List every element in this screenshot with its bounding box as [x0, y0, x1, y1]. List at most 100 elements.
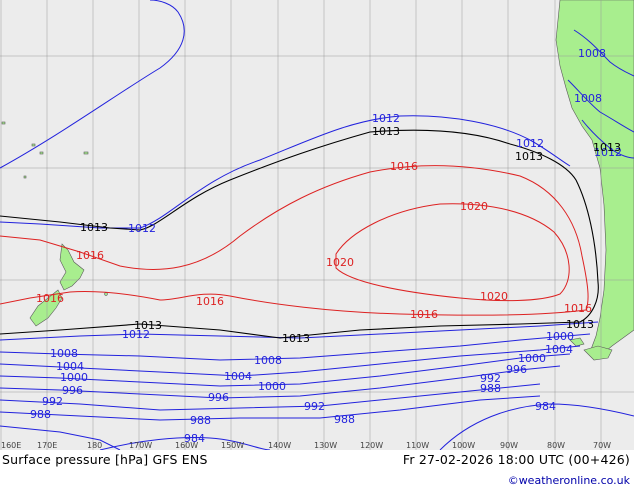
graticule: [0, 0, 634, 450]
lon-label: 70W: [593, 441, 611, 450]
lon-label: 170E: [37, 441, 57, 450]
isobar-1008-andes-2: [567, 79, 634, 133]
isobar-988: [0, 395, 541, 421]
isobars-mid: [0, 129, 599, 339]
valid-time: Fr 27-02-2026 18:00 UTC (00+426): [402, 452, 630, 467]
isobar-label-1016: 1016: [410, 308, 438, 321]
isobar-label-1008: 1008: [254, 354, 282, 367]
island-cluster-4: [23, 175, 27, 179]
lon-label: 170W: [129, 441, 152, 450]
isobar-label-1013: 1013: [134, 319, 162, 332]
island-cluster-5: [1, 121, 6, 125]
isobar-label-1016: 1016: [390, 160, 418, 173]
isobar-1000: [0, 353, 571, 387]
isobar-label-1016: 1016: [196, 295, 224, 308]
new-zealand-south-island: [29, 289, 63, 327]
ocean-background: [0, 0, 634, 450]
credit-link[interactable]: ©weatheronline.co.uk: [507, 474, 630, 487]
isobar-label-1012: 1012: [594, 146, 622, 159]
isobar-1012-andes: [581, 119, 634, 159]
lon-label: 160W: [175, 441, 198, 450]
isobar-label-988: 988: [334, 413, 355, 426]
isobar-label-996: 996: [208, 391, 229, 404]
lon-label: 150W: [221, 441, 244, 450]
isobar-label-1008: 1008: [50, 347, 78, 360]
isobar-label-984: 984: [184, 432, 205, 445]
isobar-1020: [335, 203, 570, 302]
isobar-1012-south: [0, 321, 599, 341]
isobar-label-1012: 1012: [372, 112, 400, 125]
tierra-del-fuego: [569, 337, 613, 361]
lon-label: 180: [87, 441, 102, 450]
isobar-label-1013: 1013: [80, 221, 108, 234]
south-america-land: [555, 0, 634, 357]
isobar-label-1013: 1013: [566, 318, 594, 331]
pressure-map: 160E 170E 180 170W 160W 150W 140W 130W 1…: [0, 0, 634, 450]
isobar-label-1012: 1012: [128, 222, 156, 235]
isobar-1013-north: [0, 129, 599, 323]
isobar-label-1013: 1013: [593, 141, 621, 154]
isobar-992: [0, 383, 541, 411]
isobar-1012-north: [139, 115, 571, 229]
lon-label: 100W: [452, 441, 475, 450]
isobar-label-1013: 1013: [515, 150, 543, 163]
isobar-label-992: 992: [42, 395, 63, 408]
isobar-1004: [0, 345, 581, 377]
isobar-1012-upper: [0, 0, 185, 169]
isobar-label-996: 996: [62, 384, 83, 397]
isobar-label-1016: 1016: [564, 302, 592, 315]
isobar-label-1008: 1008: [578, 47, 606, 60]
isobar-984: [99, 437, 271, 450]
isobar-label-1012: 1012: [516, 137, 544, 150]
isobar-996: [0, 365, 561, 399]
new-zealand-north-island: [59, 243, 85, 291]
lon-label: 110W: [406, 441, 429, 450]
isobar-label-1008: 1008: [574, 92, 602, 105]
isobar-label-1004: 1004: [545, 343, 573, 356]
isobar-label-1012: 1012: [122, 328, 150, 341]
land-masses: [1, 0, 634, 357]
lon-label: 140W: [268, 441, 291, 450]
isobar-1016: [0, 165, 589, 316]
isobar-label-988: 988: [30, 408, 51, 421]
lon-label: 160E: [1, 441, 21, 450]
isobar-label-992: 992: [480, 372, 501, 385]
isobar-label-1013: 1013: [372, 125, 400, 138]
isobar-984-east: [439, 403, 634, 450]
isobar-label-1020: 1020: [480, 290, 508, 303]
isobar-label-988: 988: [190, 414, 211, 427]
longitude-labels: 160E 170E 180 170W 160W 150W 140W 130W 1…: [1, 441, 611, 450]
isobar-1012-west: [0, 221, 140, 229]
isobar-label-1000: 1000: [518, 352, 546, 365]
isobar-label-984: 984: [535, 400, 556, 413]
chatham-islands: [104, 292, 108, 296]
isobar-labels: 1012 1012 1012 1012 1012 1013 1013 1013 …: [30, 47, 622, 445]
isobars-high: [0, 165, 589, 316]
isobar-1008-south: [0, 333, 591, 361]
isobar-label-992: 992: [304, 400, 325, 413]
lon-label: 80W: [547, 441, 565, 450]
isobar-988-east: [0, 425, 121, 450]
isobar-1013-south: [0, 321, 581, 339]
isobar-label-1000: 1000: [546, 330, 574, 343]
isobar-label-1016: 1016: [36, 292, 64, 305]
isobar-1008-andes-1: [573, 29, 634, 77]
island-cluster-1: [31, 143, 36, 147]
map-title: Surface pressure [hPa] GFS ENS: [2, 452, 208, 467]
isobar-label-1004: 1004: [224, 370, 252, 383]
isobars-low: [0, 0, 634, 450]
island-cluster-3: [83, 151, 89, 155]
isobar-label-1004: 1004: [56, 360, 84, 373]
lon-label: 120W: [360, 441, 383, 450]
isobar-label-1000: 1000: [60, 371, 88, 384]
island-cluster-2: [39, 151, 44, 155]
lon-label: 90W: [500, 441, 518, 450]
isobar-label-1016: 1016: [76, 249, 104, 262]
isobar-label-996: 996: [506, 363, 527, 376]
lon-label: 130W: [314, 441, 337, 450]
isobar-label-988: 988: [480, 382, 501, 395]
isobar-label-1013: 1013: [282, 332, 310, 345]
isobar-label-1000: 1000: [258, 380, 286, 393]
isobar-label-1020: 1020: [326, 256, 354, 269]
isobar-label-1020: 1020: [460, 200, 488, 213]
